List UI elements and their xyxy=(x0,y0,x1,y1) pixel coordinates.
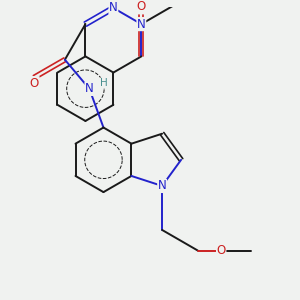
Text: O: O xyxy=(217,244,226,257)
Text: O: O xyxy=(30,77,39,90)
Text: O: O xyxy=(137,0,146,13)
Text: N: N xyxy=(158,179,167,192)
Text: H: H xyxy=(100,78,108,88)
Text: N: N xyxy=(109,2,118,14)
Text: N: N xyxy=(137,18,146,31)
Text: N: N xyxy=(85,82,94,95)
